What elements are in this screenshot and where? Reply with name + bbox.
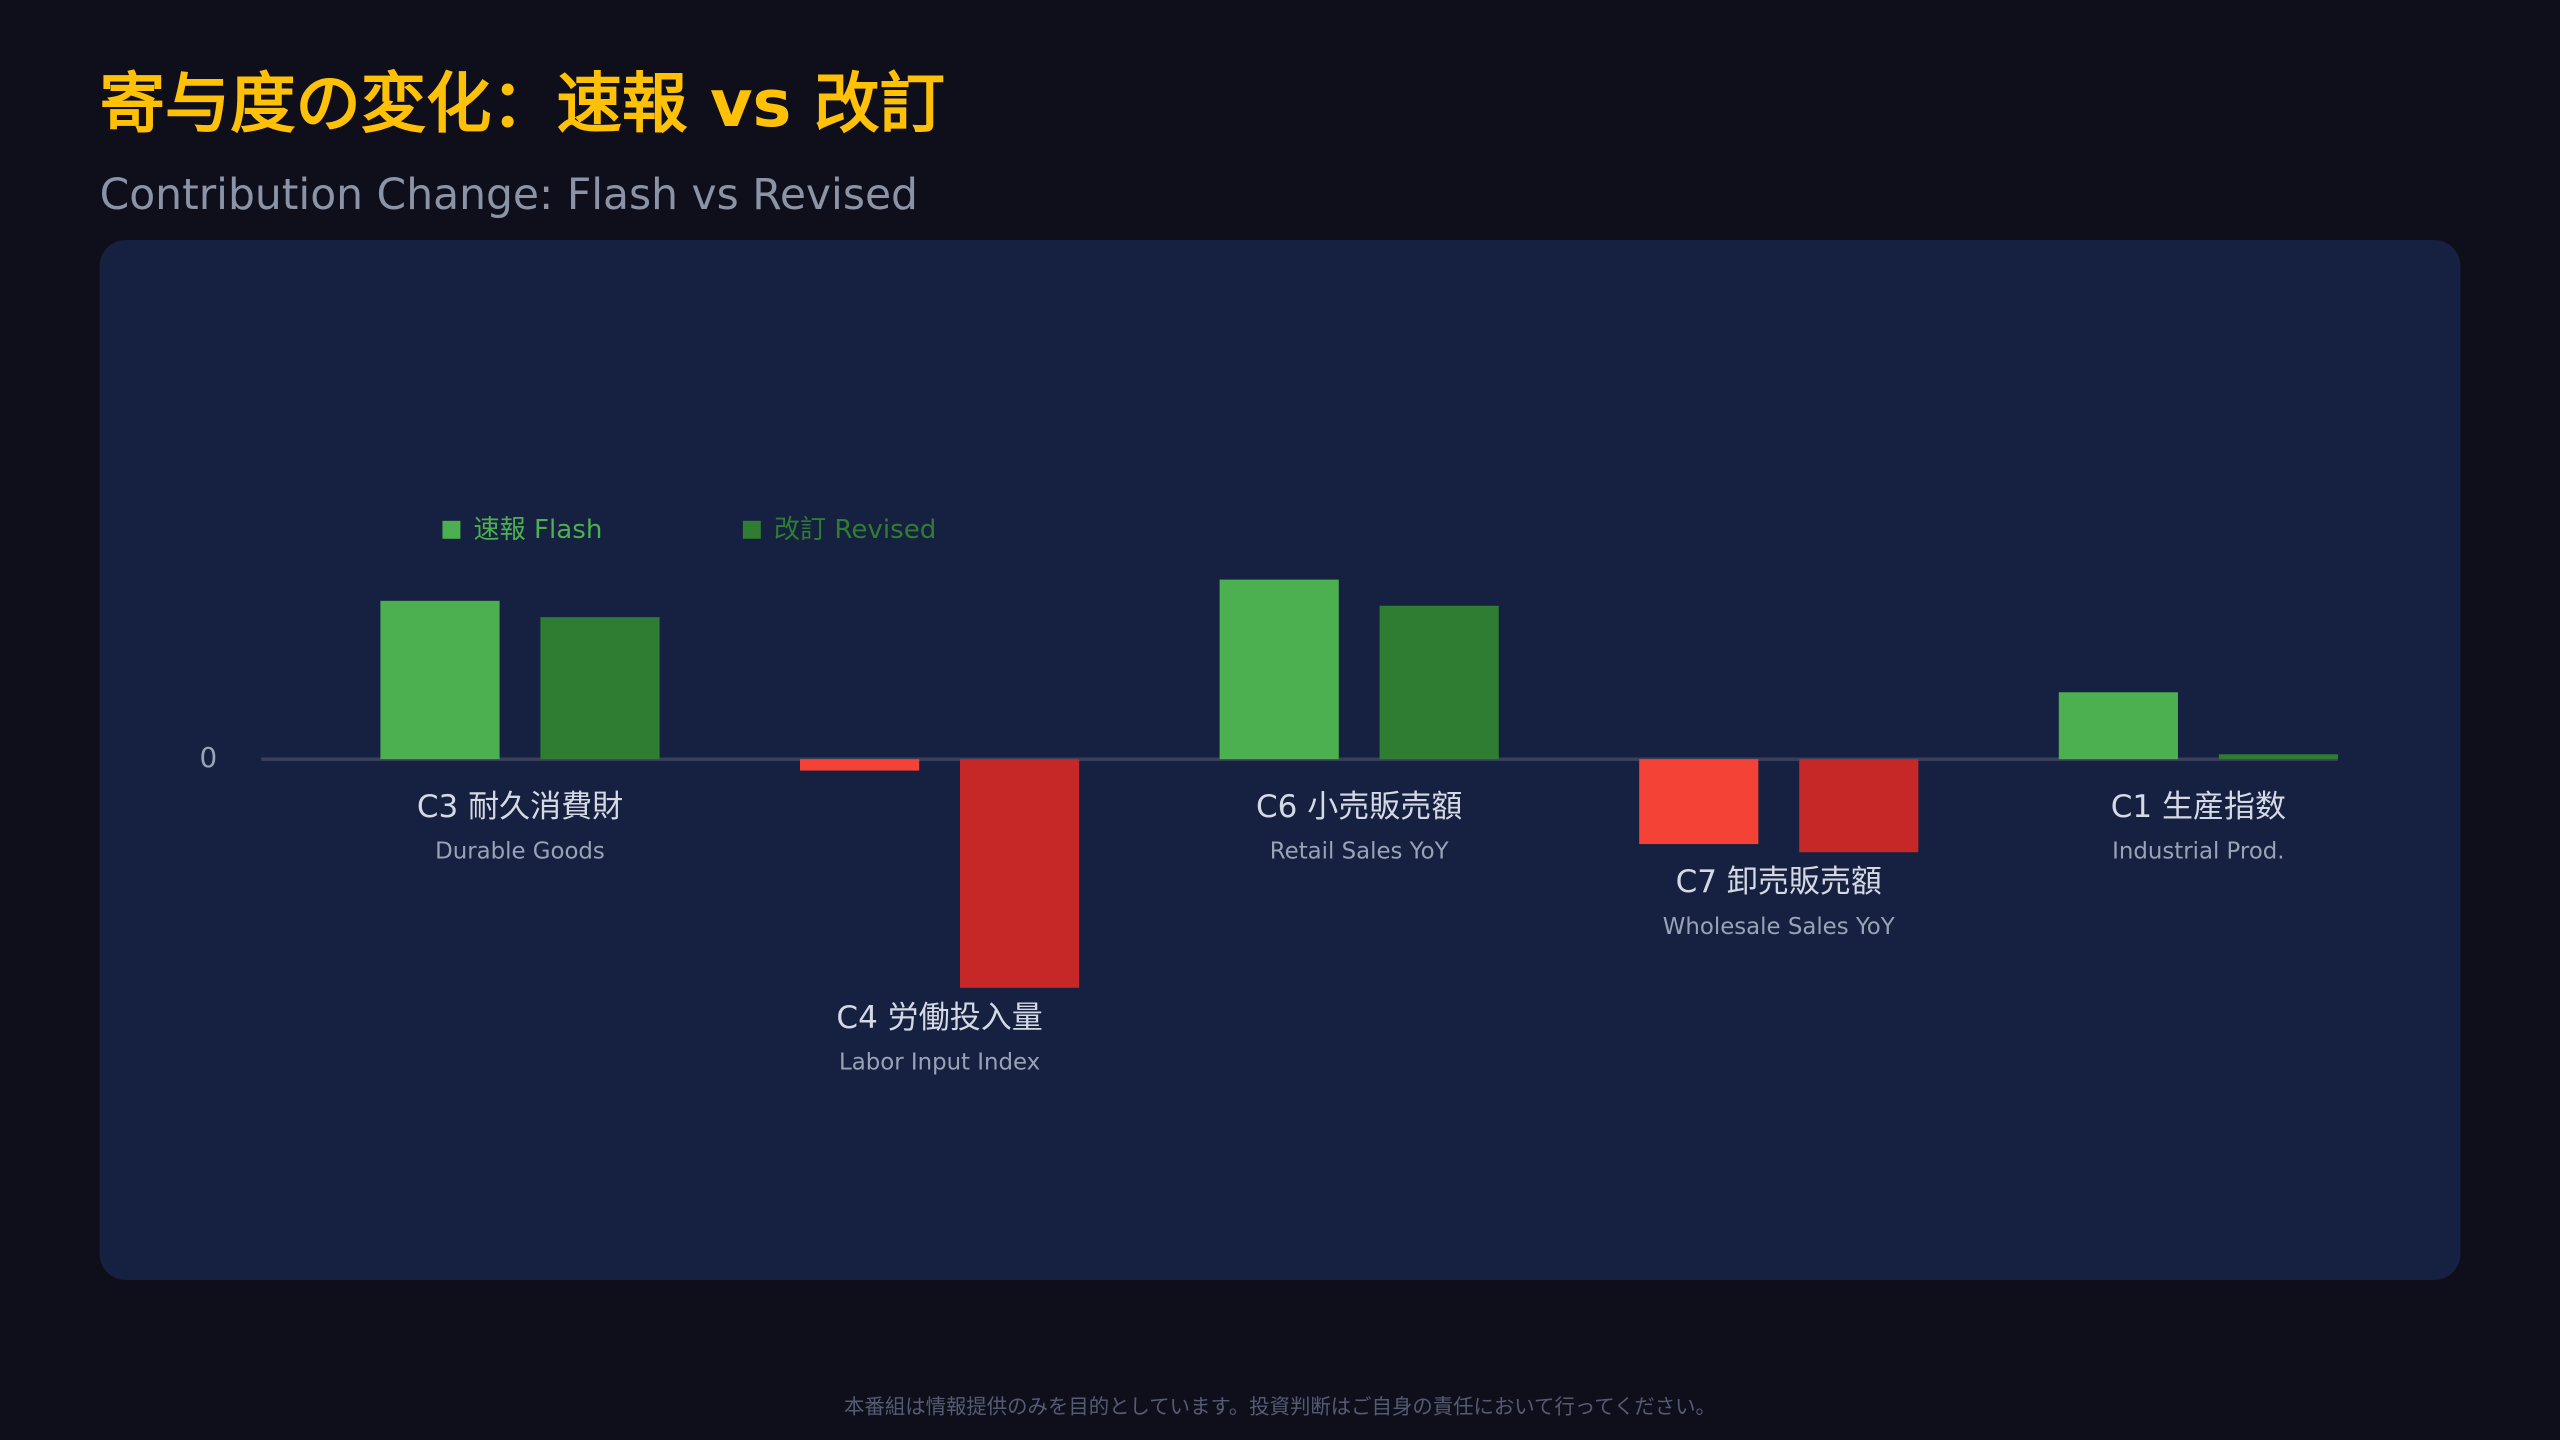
category-label: C6 小売販売額 — [1256, 789, 1462, 825]
category-sublabel: Durable Goods — [435, 839, 605, 865]
bar — [2218, 754, 2338, 760]
bar — [540, 617, 660, 760]
y-tick-label: 0 — [199, 741, 217, 774]
category-sublabel: Industrial Prod. — [2112, 839, 2284, 865]
bar — [800, 759, 920, 771]
chart-subtitle: Contribution Change: Flash vs Revised — [100, 171, 918, 220]
footer: 本番組は情報提供のみを目的としています。投資判断はご自身の責任において行ってくだ… — [844, 1394, 1716, 1418]
bar — [960, 759, 1080, 988]
legend-swatch — [442, 520, 461, 539]
bar — [1379, 605, 1499, 760]
category-label: C7 卸売販売額 — [1676, 864, 1882, 900]
legend-label: 改訂 Revised — [774, 515, 936, 545]
bar — [2058, 692, 2178, 760]
category-label: C4 労働投入量 — [836, 1000, 1042, 1036]
bar — [380, 600, 500, 760]
category-label: C3 耐久消費財 — [417, 789, 623, 825]
bar — [1219, 579, 1339, 760]
category-sublabel: Wholesale Sales YoY — [1663, 914, 1895, 940]
category-sublabel: Retail Sales YoY — [1270, 839, 1449, 865]
bar — [1639, 759, 1759, 845]
legend-swatch — [742, 520, 761, 539]
category-label: C1 生産指数 — [2111, 789, 2286, 825]
category-sublabel: Labor Input Index — [839, 1049, 1040, 1075]
chart-title: 寄与度の変化：速報 vs 改訂 — [100, 66, 945, 142]
legend-label: 速報 Flash — [473, 515, 602, 545]
bar — [1799, 759, 1919, 853]
